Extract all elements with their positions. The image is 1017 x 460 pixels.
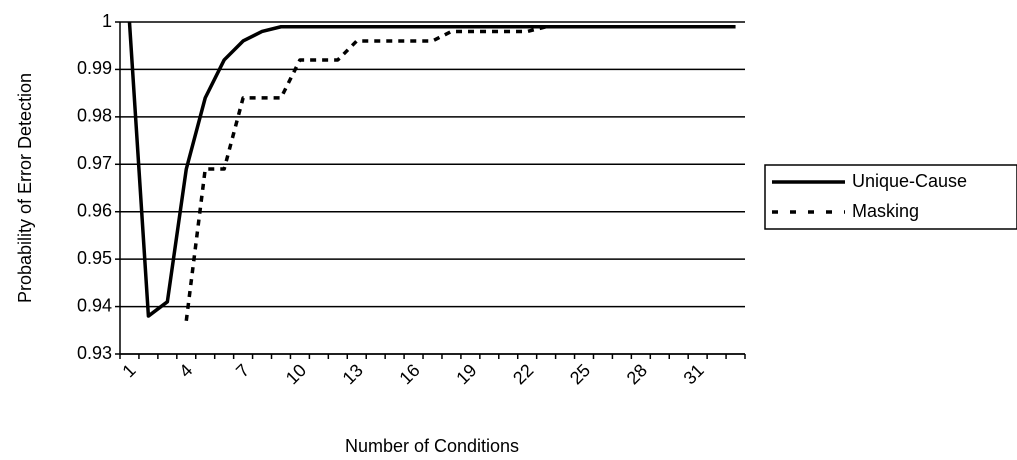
x-tick-label: 13 — [339, 360, 367, 388]
y-tick-label: 0.94 — [77, 295, 112, 315]
x-tick-label: 16 — [395, 360, 423, 388]
y-tick-label: 0.96 — [77, 200, 112, 220]
x-tick-label: 10 — [282, 360, 310, 388]
line-series — [184, 24, 736, 322]
y-axis-label: Probability of Error Detection — [15, 73, 35, 303]
x-tick-label: 22 — [509, 360, 537, 388]
legend-label: Unique-Cause — [852, 171, 967, 191]
x-tick-label: 25 — [566, 360, 594, 388]
legend-box — [764, 164, 1017, 230]
x-tick-label: 7 — [232, 360, 253, 381]
x-tick-label: 4 — [175, 360, 196, 381]
y-tick-label: 0.93 — [77, 343, 112, 363]
y-tick-label: 1 — [102, 11, 112, 31]
y-tick-label: 0.97 — [77, 153, 112, 173]
y-tick-label: 0.95 — [77, 248, 112, 268]
y-tick-label: 0.99 — [77, 58, 112, 78]
x-tick-label: 28 — [623, 360, 651, 388]
x-tick-label: 1 — [118, 360, 139, 381]
y-tick-label: 0.98 — [77, 106, 112, 126]
x-tick-label: 31 — [680, 360, 708, 388]
legend-label: Masking — [852, 201, 919, 221]
x-tick-label: 19 — [452, 360, 480, 388]
line-series — [127, 21, 736, 318]
x-axis-label: Number of Conditions — [345, 436, 519, 456]
